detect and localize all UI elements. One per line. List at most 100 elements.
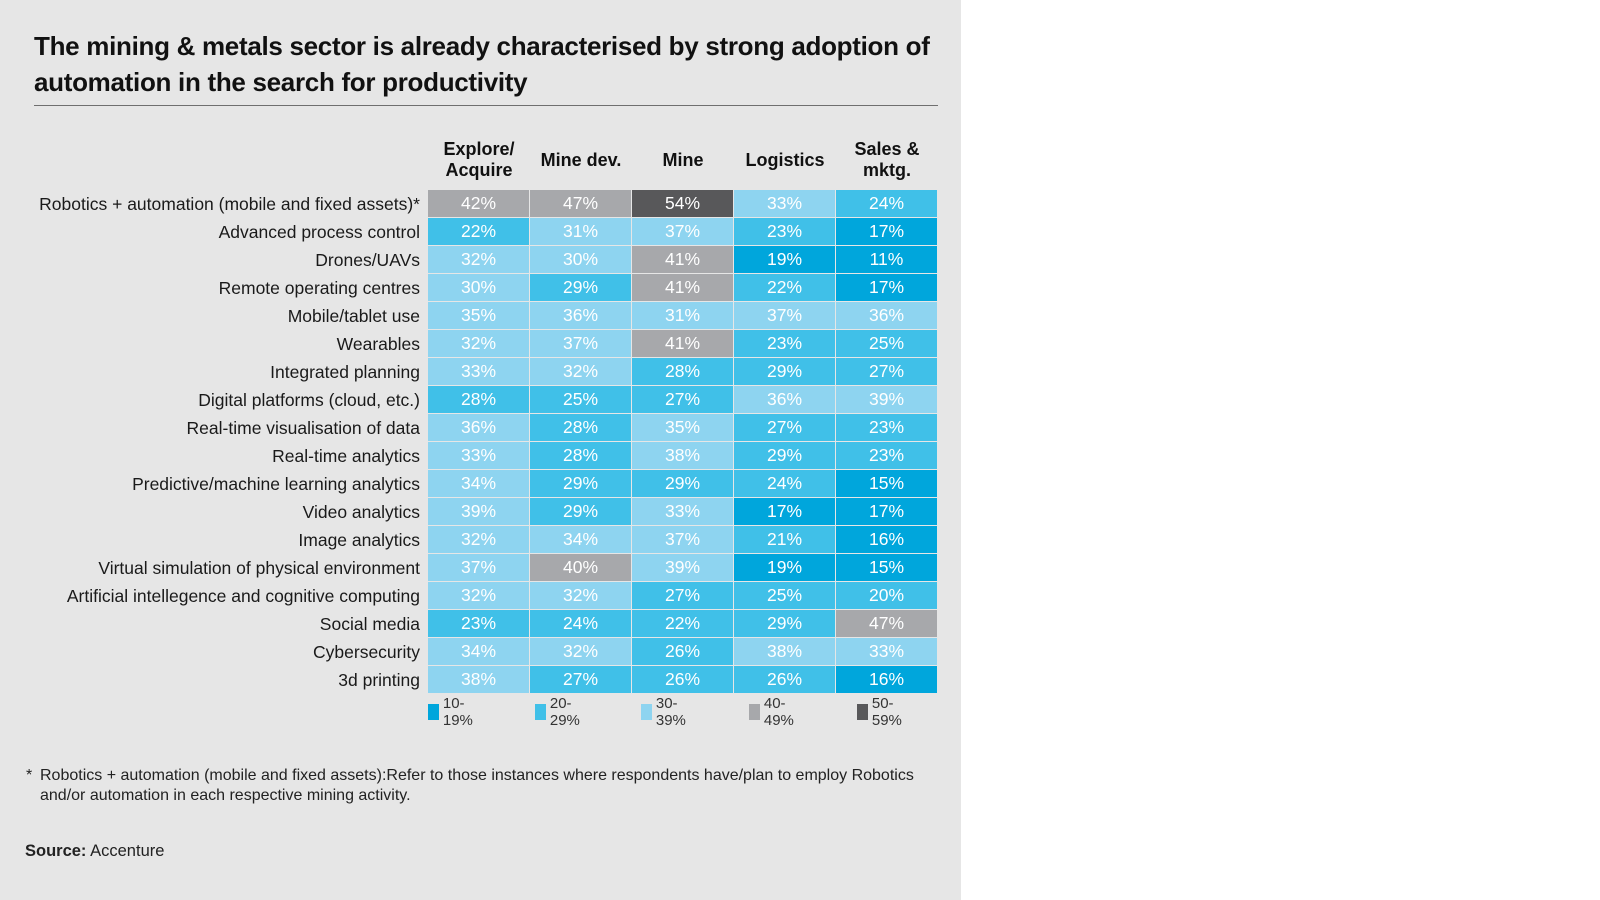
row-label: 3d printing — [338, 670, 420, 690]
heatmap-cell: 32% — [428, 582, 529, 609]
legend-item: 10-19% — [428, 695, 478, 729]
heatmap-cell: 23% — [836, 414, 937, 441]
row-label: Drones/UAVs — [315, 250, 420, 270]
heatmap-cell: 25% — [530, 386, 631, 413]
heatmap-cell: 36% — [428, 414, 529, 441]
heatmap-cell: 26% — [734, 666, 835, 693]
legend-label: 20-29% — [549, 695, 580, 729]
legend-item: 50-59% — [857, 695, 907, 729]
heatmap-cell: 16% — [836, 526, 937, 553]
chart-title: The mining & metals sector is already ch… — [34, 31, 930, 97]
heatmap-cell: 29% — [734, 358, 835, 385]
heatmap-cell: 22% — [632, 610, 733, 637]
column-header: Mine dev. — [540, 149, 622, 170]
footnote-text: Robotics + automation (mobile and fixed … — [40, 767, 914, 804]
heatmap-cell: 32% — [530, 582, 631, 609]
heatmap-cell: 25% — [836, 330, 937, 357]
column-header: Explore/Acquire — [443, 139, 515, 180]
row-label: Wearables — [336, 334, 420, 354]
heatmap-cell: 34% — [428, 470, 529, 497]
row-label: Predictive/machine learning analytics — [132, 474, 420, 494]
heatmap-cell: 27% — [734, 414, 835, 441]
heatmap-cell: 19% — [734, 246, 835, 273]
row-label: Artificial intellegence and cognitive co… — [66, 586, 420, 606]
heatmap-cell: 25% — [734, 582, 835, 609]
heatmap-cell: 11% — [836, 246, 937, 273]
footnote: * Robotics + automation (mobile and fixe… — [26, 766, 946, 806]
heatmap-cell: 23% — [734, 330, 835, 357]
heatmap-cell: 41% — [632, 274, 733, 301]
legend-label: 50-59% — [871, 695, 902, 729]
heatmap-cell: 39% — [428, 498, 529, 525]
heatmap-cell: 24% — [836, 190, 937, 217]
heatmap-cell: 28% — [428, 386, 529, 413]
legend-item: 30-39% — [641, 695, 691, 729]
heatmap-cell: 33% — [836, 638, 937, 665]
heatmap-cell: 37% — [428, 554, 529, 581]
heatmap-cell: 28% — [530, 442, 631, 469]
row-label: Social media — [319, 614, 420, 634]
heatmap-cell: 33% — [428, 358, 529, 385]
heatmap-cell: 27% — [632, 386, 733, 413]
footnote-marker: * — [26, 767, 33, 784]
heatmap-cell: 29% — [734, 442, 835, 469]
legend-label: 40-49% — [763, 695, 794, 729]
heatmap-cell: 41% — [632, 330, 733, 357]
heatmap-cell: 32% — [530, 638, 631, 665]
column-header: Mine — [662, 149, 704, 170]
heatmap-cell: 28% — [632, 358, 733, 385]
heatmap-cell: 38% — [428, 666, 529, 693]
legend-label: 10-19% — [442, 695, 473, 729]
heatmap-cell: 21% — [734, 526, 835, 553]
heatmap-cell: 15% — [836, 470, 937, 497]
heatmap-cell: 17% — [836, 218, 937, 245]
heatmap-cell: 36% — [734, 386, 835, 413]
heatmap-cell: 24% — [734, 470, 835, 497]
heatmap-cell: 16% — [836, 666, 937, 693]
heatmap-cell: 38% — [734, 638, 835, 665]
heatmap-cell: 31% — [530, 218, 631, 245]
legend-swatch — [641, 704, 652, 720]
heatmap-cell: 19% — [734, 554, 835, 581]
chart-panel: The mining & metals sector is already ch… — [0, 0, 961, 900]
heatmap-cell: 35% — [632, 414, 733, 441]
heatmap-cell: 39% — [836, 386, 937, 413]
heatmap-cell: 54% — [632, 190, 733, 217]
heatmap-cell: 36% — [836, 302, 937, 329]
heatmap-cell: 31% — [632, 302, 733, 329]
heatmap-grid: 42% 47% 54% 33% 24% 22% 31% 37% 23% 17% 32% 30% 41% 1… — [428, 190, 938, 694]
source-line: Source: Accenture — [25, 842, 164, 861]
heatmap-cell: 27% — [530, 666, 631, 693]
heatmap-cell: 40% — [530, 554, 631, 581]
row-label: Advanced process control — [218, 222, 420, 242]
heatmap-cell: 34% — [428, 638, 529, 665]
legend-swatch — [749, 704, 760, 720]
row-label: Digital platforms (cloud, etc.) — [198, 390, 420, 410]
source-value: Accenture — [90, 842, 165, 860]
heatmap-cell: 17% — [734, 498, 835, 525]
row-label: Robotics + automation (mobile and fixed … — [39, 194, 420, 214]
heatmap-cell: 37% — [734, 302, 835, 329]
column-header: Sales & mktg. — [854, 139, 920, 180]
row-label: Remote operating centres — [218, 278, 420, 298]
row-label: Real-time visualisation of data — [186, 418, 420, 438]
heatmap-cell: 20% — [836, 582, 937, 609]
legend-item: 20-29% — [535, 695, 585, 729]
heatmap-cell: 32% — [530, 358, 631, 385]
heatmap-cell: 37% — [632, 526, 733, 553]
heatmap-cell: 17% — [836, 498, 937, 525]
heatmap-cell: 23% — [428, 610, 529, 637]
legend-swatch — [535, 704, 546, 720]
heatmap-cell: 33% — [632, 498, 733, 525]
heatmap-cell: 30% — [428, 274, 529, 301]
title-divider — [34, 105, 938, 106]
heatmap-cell: 41% — [632, 246, 733, 273]
heatmap-cell: 29% — [530, 274, 631, 301]
heatmap-cell: 35% — [428, 302, 529, 329]
heatmap-cell: 27% — [836, 358, 937, 385]
heatmap-cell: 22% — [734, 274, 835, 301]
heatmap-cell: 23% — [734, 218, 835, 245]
heatmap-cell: 33% — [734, 190, 835, 217]
legend-item: 40-49% — [749, 695, 799, 729]
legend-swatch — [428, 704, 439, 720]
